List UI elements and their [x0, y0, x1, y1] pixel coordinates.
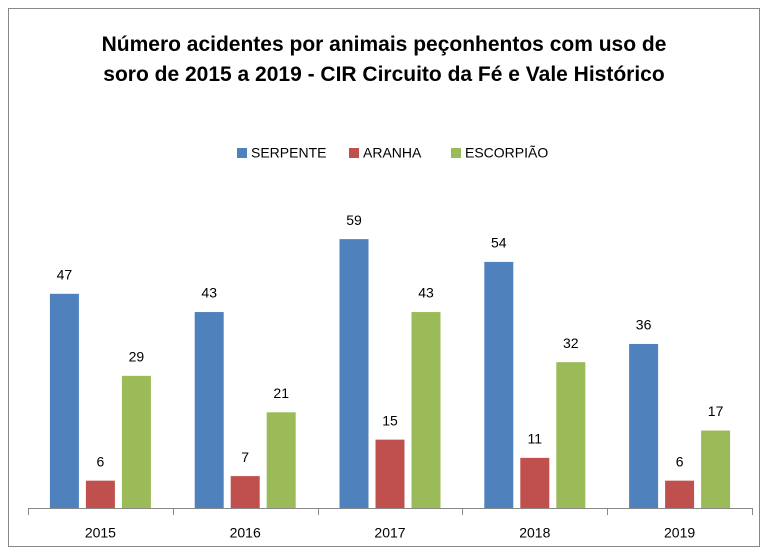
bar — [411, 312, 441, 508]
bar — [49, 293, 79, 508]
bar — [556, 362, 586, 508]
legend-swatch — [451, 148, 461, 158]
x-tick-label: 2018 — [519, 525, 550, 541]
x-tick-label: 2016 — [230, 525, 261, 541]
bar — [121, 375, 151, 508]
data-label: 11 — [528, 431, 543, 447]
data-label: 29 — [129, 349, 145, 365]
bar — [339, 239, 369, 508]
data-label: 17 — [708, 403, 724, 419]
data-label: 6 — [97, 453, 105, 469]
data-label: 47 — [57, 267, 73, 283]
bar — [194, 312, 224, 508]
bar — [484, 261, 514, 508]
bar — [701, 430, 731, 508]
x-tick-label: 2015 — [85, 525, 116, 541]
legend-label: SERPENTE — [251, 145, 326, 161]
x-tick-label: 2019 — [664, 525, 695, 541]
data-label: 54 — [491, 235, 507, 251]
data-label: 7 — [241, 449, 249, 465]
data-label: 6 — [676, 453, 684, 469]
legend-label: ARANHA — [363, 145, 422, 161]
chart-title: Número acidentes por animais peçonhentos… — [101, 33, 667, 86]
data-label: 21 — [273, 385, 289, 401]
data-label: 59 — [346, 212, 362, 228]
data-label: 32 — [563, 335, 579, 351]
legend-swatch — [237, 148, 247, 158]
bar — [375, 439, 405, 508]
bar — [266, 412, 296, 508]
bar — [85, 480, 115, 508]
bar — [629, 343, 659, 508]
legend-label: ESCORPIÃO — [465, 145, 548, 161]
legend-swatch — [349, 148, 359, 158]
bar — [520, 457, 550, 508]
chart-border — [8, 8, 760, 547]
bar — [665, 480, 695, 508]
x-tick-label: 2017 — [374, 525, 405, 541]
data-label: 43 — [418, 285, 434, 301]
data-label: 43 — [201, 285, 217, 301]
data-label: 36 — [636, 317, 652, 333]
data-label: 15 — [382, 412, 398, 428]
bar — [230, 476, 260, 508]
